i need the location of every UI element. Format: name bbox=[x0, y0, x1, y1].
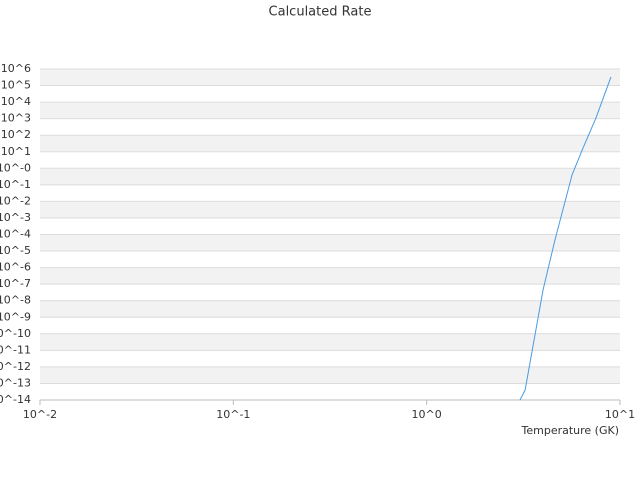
grid-band bbox=[40, 366, 620, 384]
grid-band bbox=[40, 234, 620, 252]
grid-band bbox=[40, 69, 620, 86]
grid-band bbox=[40, 135, 620, 152]
y-tick-label: 10^-14 bbox=[0, 393, 31, 406]
y-tick-label: 10^-9 bbox=[0, 310, 31, 323]
grid-band bbox=[40, 267, 620, 285]
grid-band bbox=[40, 201, 620, 218]
rate-line bbox=[519, 76, 612, 400]
y-tick-label: 10^-7 bbox=[0, 277, 31, 290]
y-tick-label: 10^-12 bbox=[0, 360, 31, 373]
y-tick-label: 10^-4 bbox=[0, 228, 31, 241]
x-tick-label: 10^0 bbox=[412, 408, 442, 421]
y-tick-label: 10^-13 bbox=[0, 376, 31, 389]
y-tick-label: 10^-2 bbox=[0, 194, 31, 207]
y-tick-label: 10^2 bbox=[1, 128, 31, 141]
y-tick-label: 10^-10 bbox=[0, 327, 31, 340]
chart-title: Calculated Rate bbox=[269, 5, 372, 20]
x-axis-label: Temperature (GK) bbox=[521, 424, 620, 437]
x-tick-label: 10^-1 bbox=[216, 408, 250, 421]
y-tick-label: 10^6 bbox=[1, 62, 31, 75]
y-tick-label: 10^-5 bbox=[0, 244, 31, 257]
y-tick-label: 10^-3 bbox=[0, 211, 31, 224]
x-tick-label: 10^-2 bbox=[23, 408, 57, 421]
y-tick-label: 10^-0 bbox=[0, 161, 31, 174]
y-tick-label: 10^5 bbox=[1, 79, 31, 92]
y-tick-label: 10^-11 bbox=[0, 343, 31, 356]
y-tick-label: 10^3 bbox=[1, 112, 31, 125]
y-tick-label: 10^-1 bbox=[0, 178, 31, 191]
grid-band bbox=[40, 168, 620, 185]
grid-band bbox=[40, 333, 620, 351]
x-tick-label: 10^1 bbox=[605, 408, 635, 421]
grid-band bbox=[40, 300, 620, 318]
y-tick-label: 10^1 bbox=[1, 145, 31, 158]
y-tick-label: 10^-8 bbox=[0, 294, 31, 307]
y-tick-label: 10^-6 bbox=[0, 261, 31, 274]
y-tick-label: 10^4 bbox=[1, 95, 31, 108]
grid-band bbox=[40, 102, 620, 119]
